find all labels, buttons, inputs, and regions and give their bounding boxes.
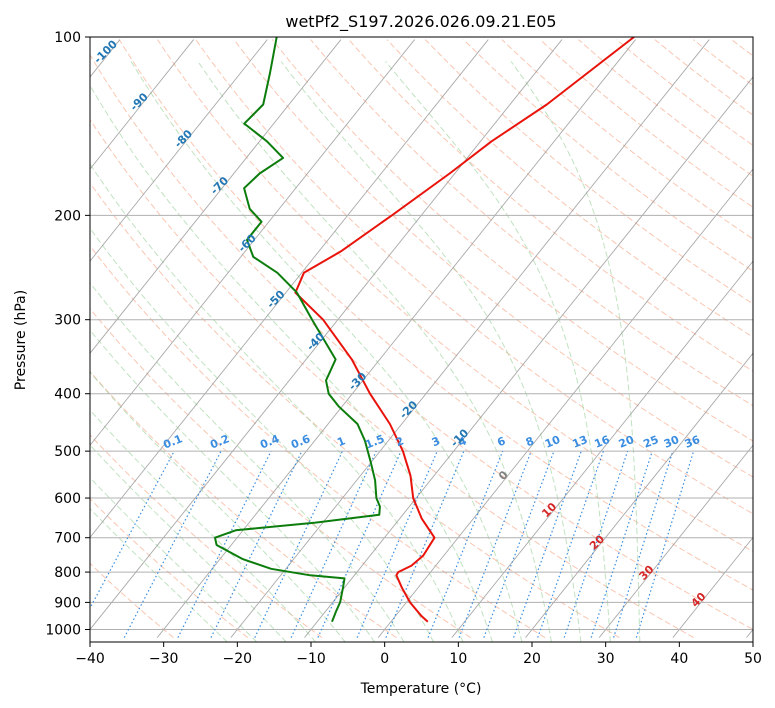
moist-adiabat-line	[510, 61, 641, 642]
dry-adiabat-line	[118, 39, 753, 591]
mixing-ratio-line	[177, 450, 272, 638]
dewpoint-profile-line	[214, 37, 381, 623]
mixing-ratio-line	[356, 450, 438, 638]
mixing-ratio-line	[483, 450, 555, 638]
x-tick-label: −40	[75, 651, 105, 667]
x-tick-label: −30	[149, 651, 179, 667]
dry-adiabat-line	[90, 245, 546, 639]
y-tick-label: 200	[54, 208, 81, 224]
mixing-ratio-label: 30	[662, 433, 681, 451]
isotherm-line	[90, 39, 268, 262]
y-tick-label: 500	[54, 444, 81, 460]
plot-frame	[89, 36, 754, 643]
mixing-ratio-line	[513, 450, 582, 638]
dry-adiabat-line	[463, 39, 753, 272]
x-tick-label: 30	[597, 651, 615, 667]
temperature-profile-line	[294, 37, 635, 623]
dry-adiabat-line	[501, 39, 753, 240]
x-tick-label: 40	[670, 651, 688, 667]
mixing-ratio-line	[537, 450, 604, 638]
mixing-ratio-label: 36	[683, 433, 702, 451]
moist-adiabat-line	[90, 371, 346, 642]
dry-adiabat-line	[616, 39, 753, 146]
moist-adiabat-line	[90, 227, 435, 642]
mixing-ratio-line	[90, 450, 175, 610]
x-tick-label: 20	[523, 651, 541, 667]
mixing-ratio-line	[635, 450, 695, 638]
mixing-ratio-label: 3	[430, 434, 442, 449]
y-tick-label: 300	[54, 313, 81, 329]
mixing-ratio-line	[427, 450, 504, 638]
chart-title: wetPf2_S197.2026.026.09.21.E05	[285, 12, 556, 32]
moist-adiabat-line	[90, 409, 317, 642]
mixing-ratio-label: 13	[570, 433, 589, 451]
isotherm-line	[90, 39, 415, 447]
isotherm-line	[90, 39, 489, 539]
x-tick-label: −20	[223, 651, 253, 667]
mixing-ratio-label: 25	[641, 433, 660, 451]
y-tick-label: 800	[54, 565, 81, 581]
moist-adiabat-line	[90, 282, 405, 642]
moist-adiabat-line	[90, 444, 287, 642]
mixing-ratio-label: 8	[524, 434, 536, 449]
mixing-ratio-line	[385, 450, 465, 638]
mixing-ratio-label: 10	[543, 433, 562, 451]
y-tick-label: 100	[54, 30, 81, 46]
x-axis-label: Temperature (°C)	[360, 681, 482, 697]
mixing-ratio-label: 2	[394, 434, 406, 449]
y-tick-label: 700	[54, 531, 81, 547]
x-tick-label: 10	[449, 651, 467, 667]
mixing-ratio-line	[563, 450, 629, 638]
mixing-ratio-line	[458, 450, 532, 638]
y-axis-label: Pressure (hPa)	[13, 290, 29, 390]
x-tick-label: −10	[296, 651, 326, 667]
mixing-ratio-line	[590, 450, 653, 638]
moist-adiabat-line	[90, 163, 464, 642]
moist-adiabat-line	[385, 61, 611, 642]
isotherm-line	[90, 39, 194, 170]
mixing-ratio-label: 1	[335, 434, 347, 449]
isotherm-line	[90, 39, 342, 354]
mixing-ratio-label: 16	[593, 433, 612, 451]
dry-adiabat-line	[195, 39, 753, 515]
mixing-ratio-line	[613, 450, 674, 638]
y-tick-label: 1000	[45, 623, 81, 639]
moist-adiabat-line	[197, 61, 552, 642]
y-tick-label: 400	[54, 387, 81, 403]
y-tick-label: 900	[54, 595, 81, 611]
dry-adiabat-line	[271, 39, 753, 442]
dry-adiabat-line	[233, 39, 753, 478]
dry-adiabat-line	[424, 39, 753, 305]
mixing-ratio-line	[123, 450, 222, 638]
moist-adiabat-line	[90, 476, 258, 642]
dry-adiabat-line	[386, 39, 753, 338]
x-tick-label: 0	[380, 651, 389, 667]
moist-adiabat-line	[90, 84, 493, 642]
dry-adiabat-line	[348, 39, 753, 372]
moist-adiabat-line	[280, 61, 582, 642]
mixing-ratio-line	[210, 450, 303, 638]
y-tick-label: 600	[54, 491, 81, 507]
dry-adiabat-line	[310, 39, 753, 407]
x-tick-label: 50	[744, 651, 762, 667]
mixing-ratio-label: 20	[617, 433, 636, 451]
moist-adiabat-line	[130, 61, 523, 642]
